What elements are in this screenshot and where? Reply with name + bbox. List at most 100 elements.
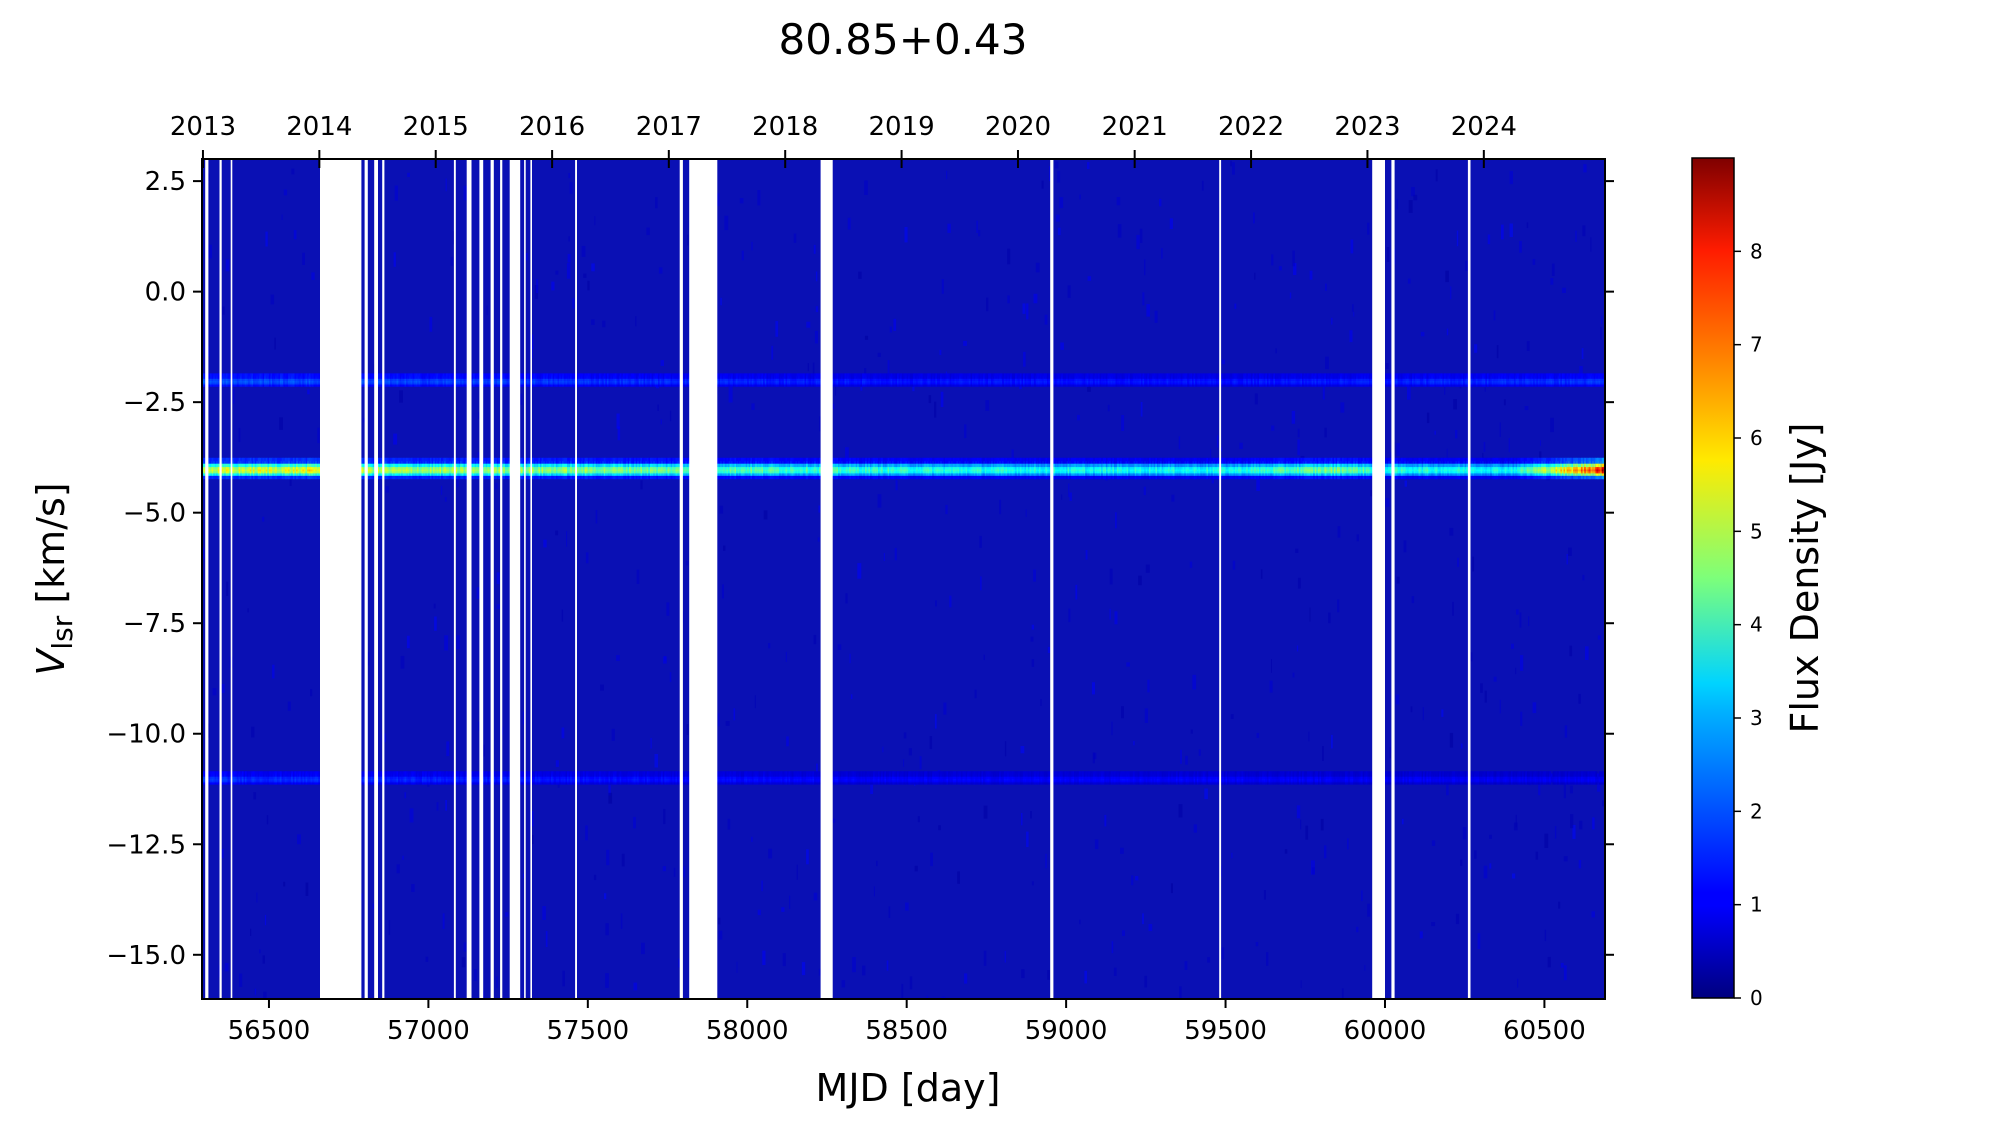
feature-cell [415,473,418,480]
noise-mark [1460,859,1463,866]
feature-cell [217,457,221,464]
feature-cell [404,473,407,480]
feature-cell [280,457,283,464]
noise-mark [1077,414,1080,421]
noise-mark [818,505,821,513]
feature-cell [562,461,565,468]
feature-cell [257,457,260,464]
noise-mark [250,928,252,936]
noise-mark [768,848,773,859]
noise-mark [1232,162,1235,175]
feature-cell [431,461,434,468]
feature-cell [216,473,219,480]
feature-cell [210,457,213,464]
noise-mark [1563,856,1568,862]
feature-cell [670,457,673,464]
feature-cell [316,457,319,464]
feature-cell [308,473,311,480]
feature-cell [385,461,388,468]
feature-cell [520,473,524,480]
feature-cell [736,461,739,468]
feature-cell [742,461,745,468]
noise-mark [1201,180,1204,191]
feature-cell [549,473,552,480]
feature-cell [732,457,736,464]
noise-mark [433,603,436,609]
noise-mark [1477,933,1481,949]
feature-cell [296,461,299,468]
feature-cell [232,473,235,480]
feature-cell [457,473,460,480]
noise-mark [1025,509,1027,517]
feature-cell [568,461,571,468]
feature-cell [485,461,488,468]
feature-cell [463,473,466,480]
noise-mark [1449,732,1454,748]
noise-mark [524,253,528,261]
feature-cell [758,461,761,468]
noise-mark [1572,824,1576,839]
feature-cell [489,457,492,464]
feature-cell [482,473,485,480]
feature-cell [771,473,774,480]
noise-mark [1445,270,1449,283]
noise-mark [1511,643,1514,649]
feature-cell [630,461,634,468]
feature-cell [449,473,452,480]
noise-mark [1564,725,1568,738]
noise-mark [442,913,445,929]
feature-cell [310,461,313,468]
feature-cell [607,473,610,480]
noise-mark [1422,707,1424,721]
feature-cell [608,473,611,480]
feature-cell [681,473,685,480]
feature-cell [495,457,498,464]
feature-cell [677,457,680,464]
feature-cell [546,461,549,468]
noise-mark [617,426,621,441]
noise-mark [225,259,230,272]
feature-cell [399,457,402,464]
feature-cell [527,461,530,468]
noise-mark [1193,824,1197,833]
feature-cell [304,457,307,464]
noise-mark [1297,439,1300,456]
feature-cell [305,461,308,468]
feature-cell [388,461,391,468]
feature-cell [457,457,460,464]
feature-cell [535,461,538,468]
noise-mark [815,271,818,282]
feature-cell [536,461,539,468]
noise-mark [1231,852,1233,859]
feature-cell [608,457,611,464]
feature-cell [737,457,740,464]
feature-cell [769,457,772,464]
feature-cell [621,457,624,464]
feature-cell [578,457,581,464]
feature-cell [312,473,315,480]
feature-cell [573,461,576,468]
feature-cell [618,457,621,464]
feature-cell [414,457,417,464]
feature-cell [316,461,319,468]
feature-cell [600,457,603,464]
feature-cell [415,461,418,468]
noise-mark [1364,965,1366,971]
feature-cell [414,473,417,480]
noise-mark [1515,814,1517,828]
feature-cell [213,473,216,480]
feature-cell [203,457,206,464]
feature-cell [248,457,251,464]
feature-cell [744,473,747,480]
noise-mark [1396,576,1400,584]
feature-cell [739,461,742,468]
noise-mark [1138,575,1142,586]
feature-cell [779,473,782,480]
feature-cell [367,457,370,464]
noise-mark [496,976,498,988]
feature-cell [557,461,560,468]
feature-cell [276,457,280,464]
noise-mark [409,808,414,823]
feature-cell [407,461,410,468]
feature-cell [755,473,758,480]
